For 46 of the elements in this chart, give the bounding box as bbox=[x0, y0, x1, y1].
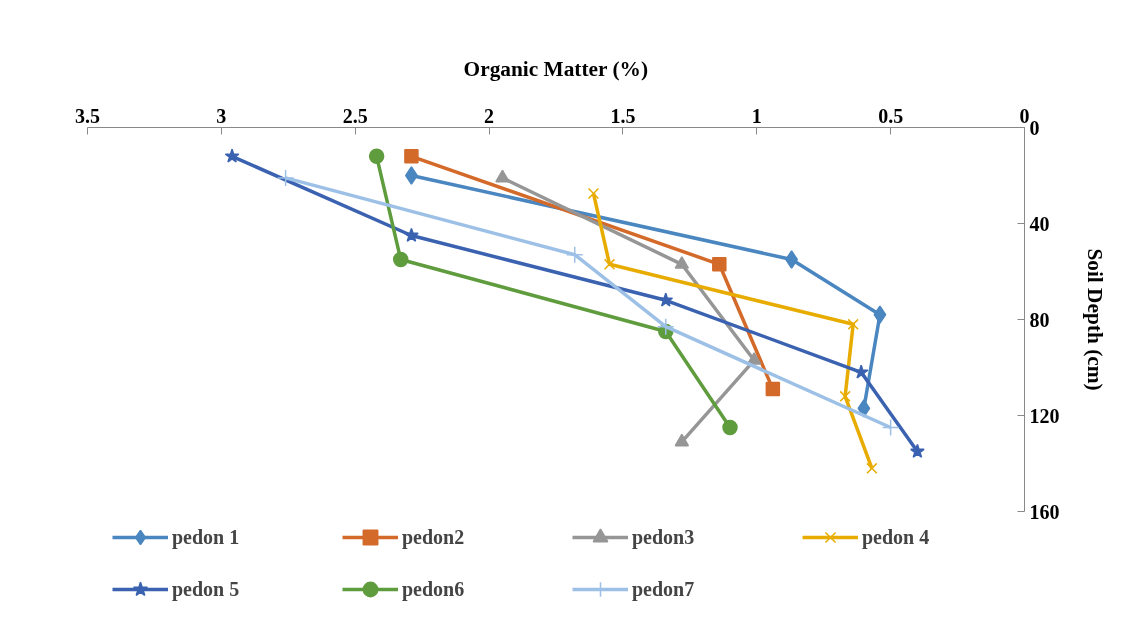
x-tick-label: 1 bbox=[751, 104, 762, 127]
legend-label: pedon 4 bbox=[862, 525, 931, 549]
point bbox=[674, 433, 690, 447]
legend-label: pedon 1 bbox=[172, 525, 241, 549]
x-tick-label: 3 bbox=[216, 104, 227, 127]
x-tick-label: 0.5 bbox=[878, 104, 904, 127]
point bbox=[847, 318, 859, 330]
point bbox=[674, 256, 690, 269]
legend-label: pedon7 bbox=[632, 577, 696, 601]
point bbox=[276, 169, 295, 187]
point bbox=[224, 148, 240, 163]
point bbox=[839, 390, 851, 402]
point bbox=[722, 419, 738, 436]
point bbox=[495, 169, 510, 183]
point bbox=[392, 251, 409, 268]
point bbox=[603, 258, 616, 270]
point bbox=[746, 352, 762, 365]
y-tick-label: 160 bbox=[1029, 500, 1060, 523]
point bbox=[866, 462, 878, 474]
y-tick-label: 120 bbox=[1029, 404, 1060, 427]
point bbox=[404, 227, 419, 242]
point bbox=[881, 418, 900, 437]
legend-label: pedon 5 bbox=[172, 577, 241, 601]
point bbox=[873, 305, 887, 324]
legend-label: pedon2 bbox=[402, 525, 466, 549]
point bbox=[657, 317, 675, 336]
x-tick-label: 2.5 bbox=[342, 104, 368, 127]
legend-label: pedon6 bbox=[402, 577, 466, 601]
point bbox=[785, 250, 799, 269]
point bbox=[587, 187, 600, 200]
point bbox=[658, 292, 674, 307]
x-axis-title: Organic Matter (%) bbox=[463, 56, 649, 81]
x-tick-label: 1.5 bbox=[610, 104, 636, 127]
point bbox=[853, 364, 869, 379]
y-axis-title: Soil Depth (cm) bbox=[1082, 248, 1107, 391]
point bbox=[565, 245, 584, 264]
y-tick-label: 40 bbox=[1029, 212, 1050, 235]
point bbox=[910, 443, 925, 458]
x-tick-label: 2 bbox=[484, 104, 495, 127]
point bbox=[712, 257, 727, 272]
y-tick-label: 80 bbox=[1029, 308, 1050, 331]
point bbox=[404, 149, 419, 164]
point bbox=[368, 148, 385, 165]
point bbox=[765, 381, 781, 397]
x-tick-label: 3.5 bbox=[75, 104, 100, 127]
legend-label: pedon3 bbox=[632, 525, 696, 549]
